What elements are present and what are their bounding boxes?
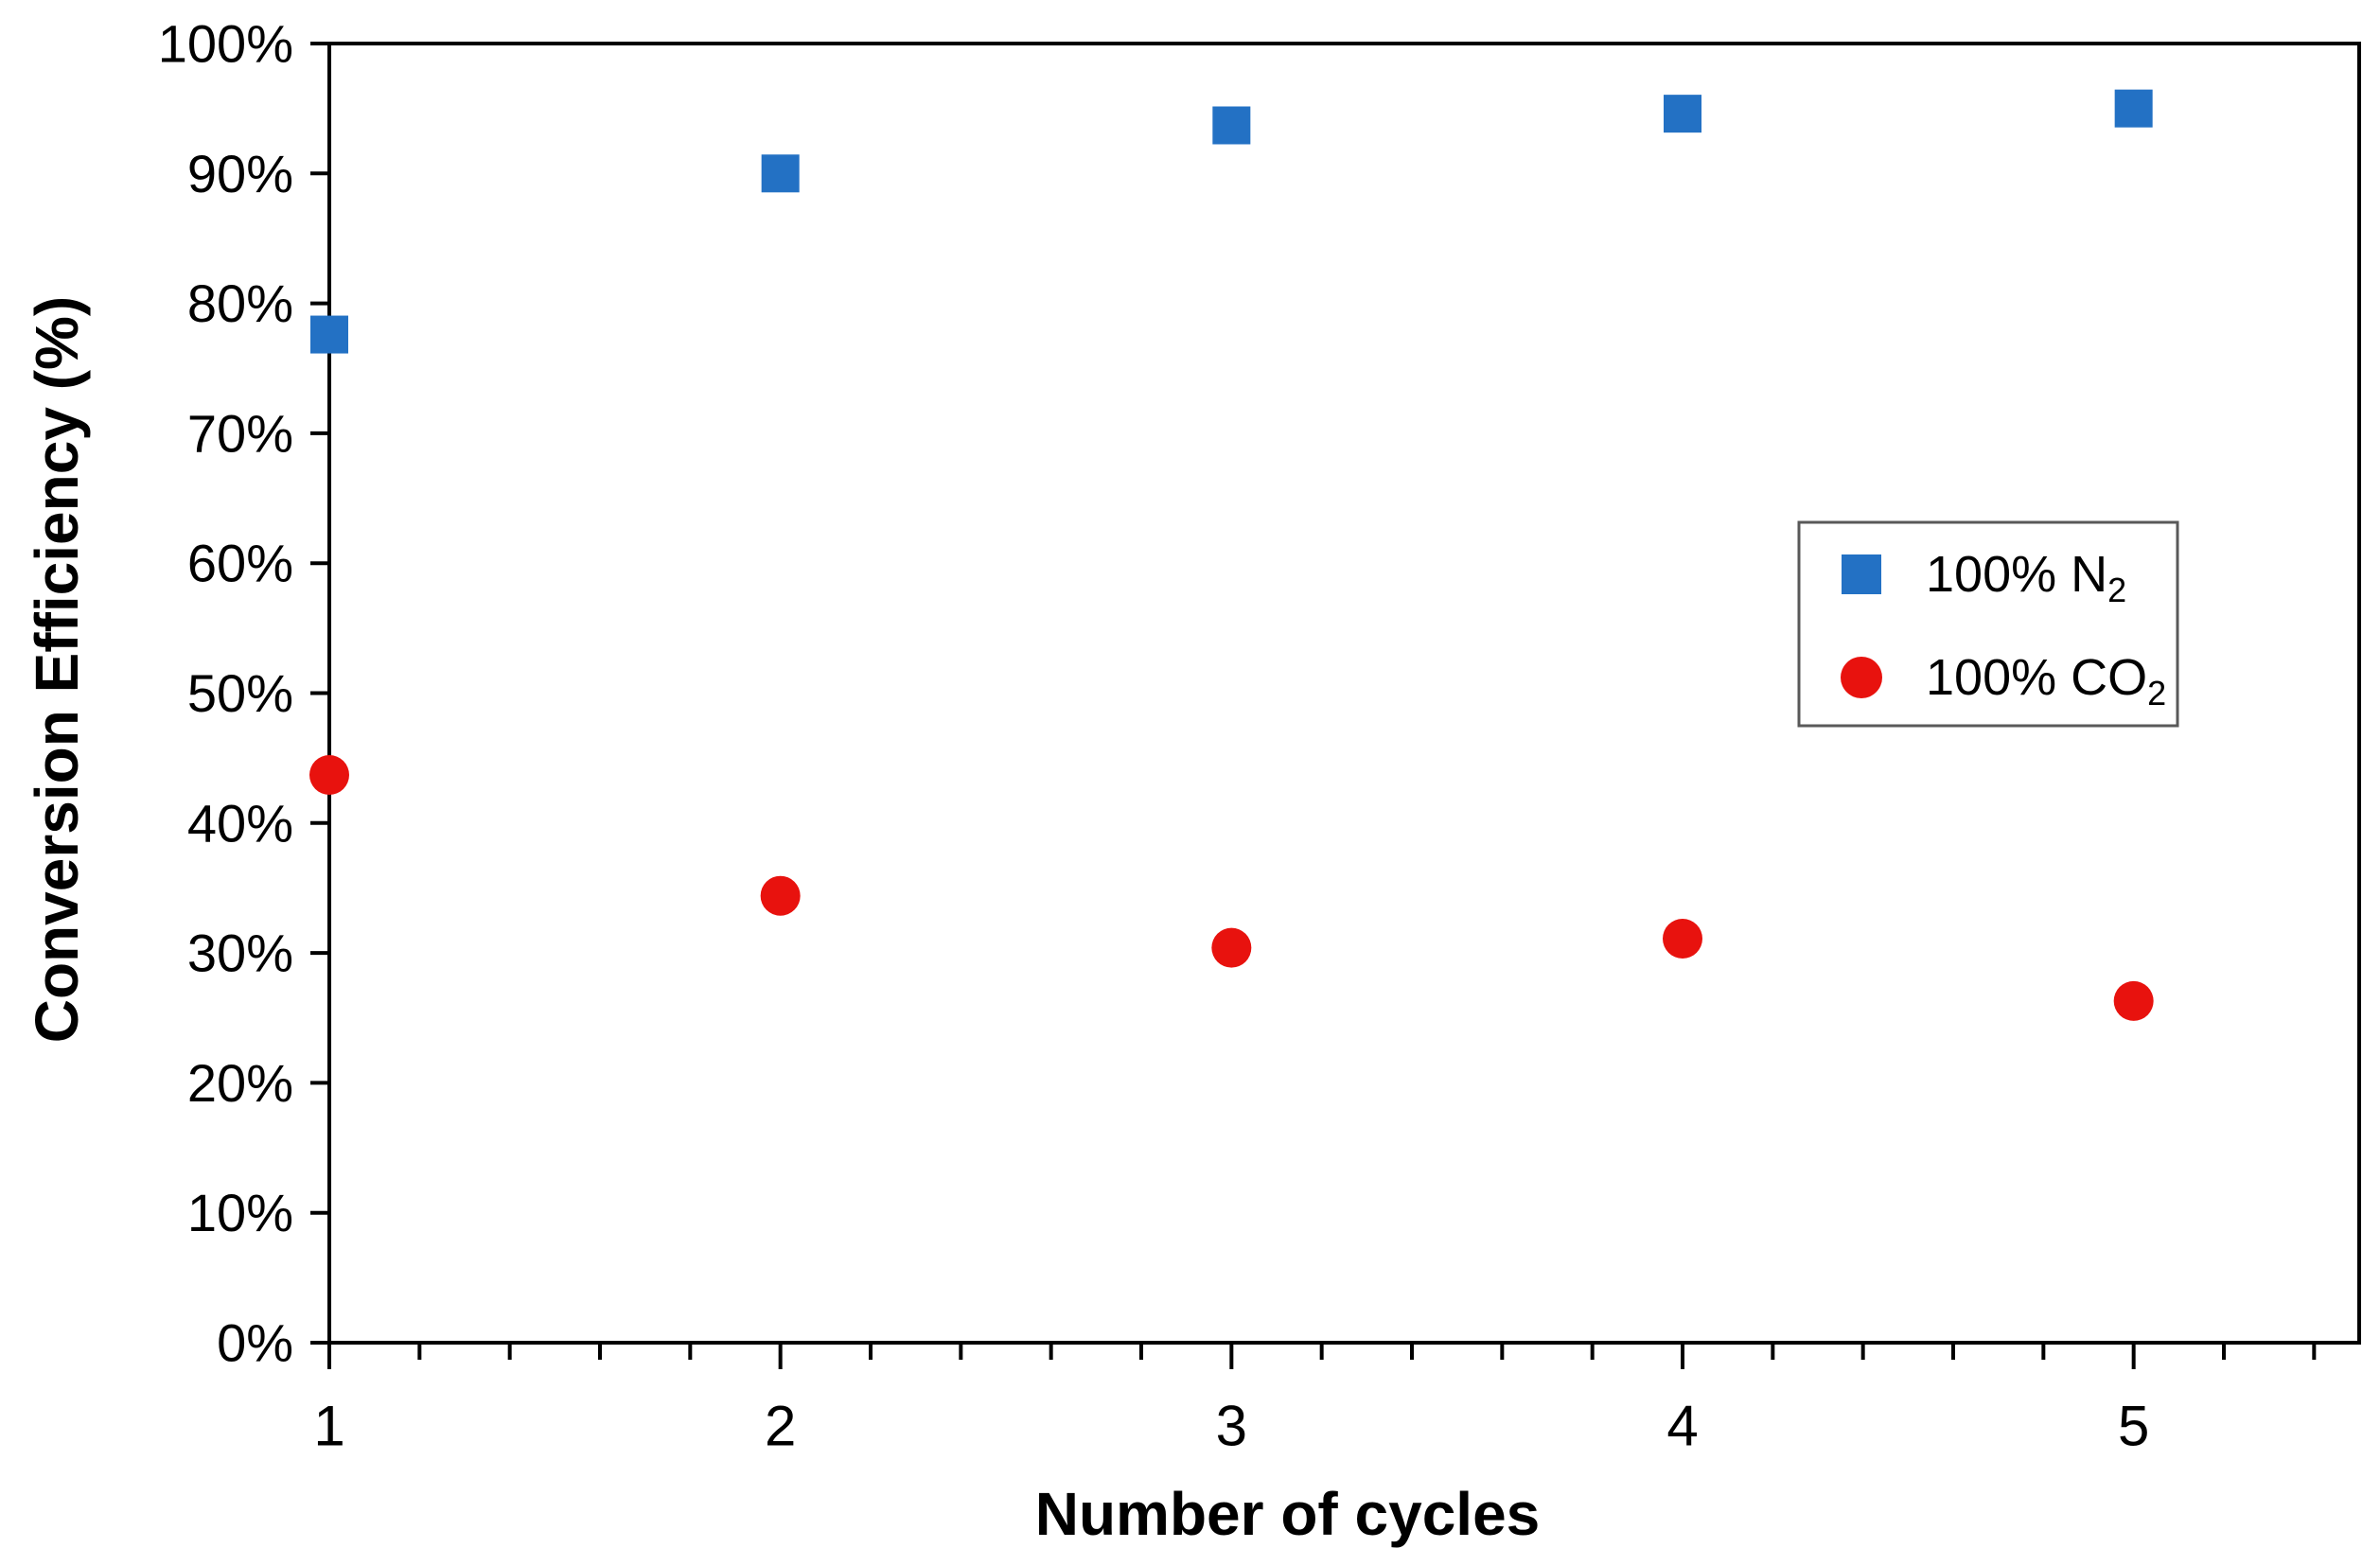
x-axis: 1 2 3 4 5 — [313, 1343, 2317, 1458]
y-tick-label: 30% — [187, 924, 293, 983]
series-100-co2 — [309, 754, 2154, 1021]
x-axis-title: Number of cycles — [1035, 1480, 1541, 1548]
x-tick-label: 2 — [765, 1395, 796, 1458]
data-point-co2 — [1211, 927, 1252, 968]
data-point-co2 — [309, 754, 349, 795]
y-tick-label: 100% — [158, 14, 293, 74]
y-tick-label: 10% — [187, 1183, 293, 1242]
legend-label: 100% N2 — [1926, 546, 2126, 609]
data-point-co2 — [760, 875, 801, 916]
data-point-n2 — [761, 154, 800, 193]
data-point-n2 — [1212, 106, 1251, 145]
y-tick-label: 0% — [217, 1313, 293, 1373]
data-point-n2 — [2114, 89, 2153, 128]
y-tick-label: 70% — [187, 403, 293, 463]
legend-marker-square — [1842, 554, 1881, 594]
legend-label: 100% CO2 — [1926, 649, 2166, 713]
series-100-n2 — [310, 89, 2153, 354]
y-tick-label: 20% — [187, 1053, 293, 1113]
y-tick-label: 60% — [187, 534, 293, 593]
x-tick-label: 5 — [2118, 1395, 2149, 1458]
y-tick-label: 90% — [187, 144, 293, 203]
y-axis: 0% 10% 20% 30% 40% 50% 60% 70% 80% 90% 100% — [158, 14, 329, 1373]
x-tick-label: 3 — [1216, 1395, 1247, 1458]
data-point-co2 — [1663, 918, 1702, 959]
y-tick-label: 50% — [187, 663, 293, 723]
data-point-n2 — [310, 315, 348, 354]
legend: 100% N2 100% CO2 — [1797, 520, 2179, 728]
data-point-n2 — [1664, 95, 1701, 133]
y-tick-label: 80% — [187, 273, 293, 333]
data-point-co2 — [2113, 980, 2154, 1021]
y-axis-title: Conversion Efficiency (%) — [23, 296, 91, 1044]
legend-marker-circle — [1841, 657, 1882, 698]
x-tick-label: 4 — [1666, 1395, 1698, 1458]
x-tick-label: 1 — [313, 1395, 344, 1458]
y-tick-label: 40% — [187, 793, 293, 853]
